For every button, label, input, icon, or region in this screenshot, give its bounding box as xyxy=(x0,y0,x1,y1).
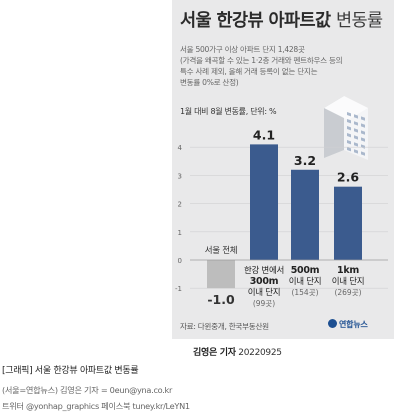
category-label: 이내 단지 xyxy=(289,276,321,287)
byline-author: 김영은 기자 xyxy=(193,348,236,358)
image-caption: [그래픽] 서울 한강뷰 아파트값 변동률 xyxy=(2,366,139,376)
data-label: 4.1 xyxy=(253,127,275,142)
category-label: 한강 변에서 xyxy=(244,265,284,276)
y-tick-label: 3 xyxy=(178,172,182,180)
building-window xyxy=(361,144,365,149)
y-tick-label: 1 xyxy=(178,229,182,237)
building-window xyxy=(361,116,365,121)
yonhap-logo: 연합뉴스 xyxy=(328,319,368,330)
category-label: 500m xyxy=(291,265,320,276)
infographic-card: 서울 한강뷰 아파트값 변동률 서울 500가구 이상 아파트 단지 1,428… xyxy=(172,0,394,339)
subtitle-line: 특수 사례 제외, 올해 거래 등록이 없는 단지는 xyxy=(180,67,318,76)
building-window xyxy=(354,114,358,119)
bar xyxy=(334,186,362,260)
subtitle-line: 서울 500가구 이상 아파트 단지 1,428곳 xyxy=(180,45,305,54)
data-label: 2.6 xyxy=(337,170,359,185)
building-window xyxy=(354,149,358,154)
chart-title-bold: 서울 한강뷰 아파트값 xyxy=(180,11,331,31)
chart-subtitle: 서울 500가구 이상 아파트 단지 1,428곳 (가격을 왜곡할 수 있는 … xyxy=(180,44,390,88)
building-window xyxy=(354,135,358,140)
yonhap-logo-icon xyxy=(328,319,337,328)
category-label: 300m xyxy=(250,276,279,287)
credit-line: (서울=연합뉴스) 김영은 기자 = 0eun@yna.co.kr xyxy=(2,385,173,395)
source-note: 자료: 다윈중개, 한국부동산원 xyxy=(180,322,269,331)
building-window xyxy=(347,112,351,117)
y-tick-label: 0 xyxy=(178,257,182,265)
byline: 김영은 기자 20220925 xyxy=(193,345,282,358)
bar xyxy=(250,144,278,260)
data-label: -1.0 xyxy=(207,292,235,307)
category-count: (269곳) xyxy=(334,288,361,297)
building-window xyxy=(354,128,358,133)
bar xyxy=(291,169,319,260)
building-window xyxy=(347,126,351,131)
building-window xyxy=(361,137,365,142)
building-roof xyxy=(324,96,368,120)
chart-title: 서울 한강뷰 아파트값 변동률 xyxy=(180,7,383,32)
category-label: 1km xyxy=(337,265,359,276)
y-tick-label: 2 xyxy=(178,201,182,209)
subtitle-line: (가격을 왜곡할 수 있는 1·2층 거래와 펜트하우스 등의 xyxy=(180,56,343,65)
building-window xyxy=(354,142,358,147)
category-label: 서울 전체 xyxy=(205,245,237,256)
unit-label: 1월 대비 8월 변동률, 단위: % xyxy=(180,107,277,116)
logo-text: 연합뉴스 xyxy=(339,320,368,329)
subtitle-line: 변동률 0%로 산정) xyxy=(180,78,239,87)
y-tick-label: -1 xyxy=(175,285,182,293)
bar xyxy=(207,260,235,289)
building-window xyxy=(361,151,365,156)
building-window xyxy=(354,121,358,126)
category-count: (154곳) xyxy=(291,288,318,297)
building-window xyxy=(347,119,351,124)
category-label: 이내 단지 xyxy=(248,287,280,298)
data-label: 3.2 xyxy=(294,153,316,168)
category-label: 이내 단지 xyxy=(332,276,364,287)
building-window xyxy=(347,140,351,145)
building-window xyxy=(361,123,365,128)
building-window xyxy=(347,133,351,138)
category-count: (99곳) xyxy=(253,299,275,308)
chart-title-light: 변동률 xyxy=(336,11,383,31)
byline-date: 20220925 xyxy=(238,348,282,358)
credit-line: 트위터 @yonhap_graphics 페이스북 tuney.kr/LeYN1 xyxy=(2,401,190,411)
building-window xyxy=(361,130,365,135)
y-tick-label: 4 xyxy=(178,144,183,152)
building-window xyxy=(347,147,351,152)
